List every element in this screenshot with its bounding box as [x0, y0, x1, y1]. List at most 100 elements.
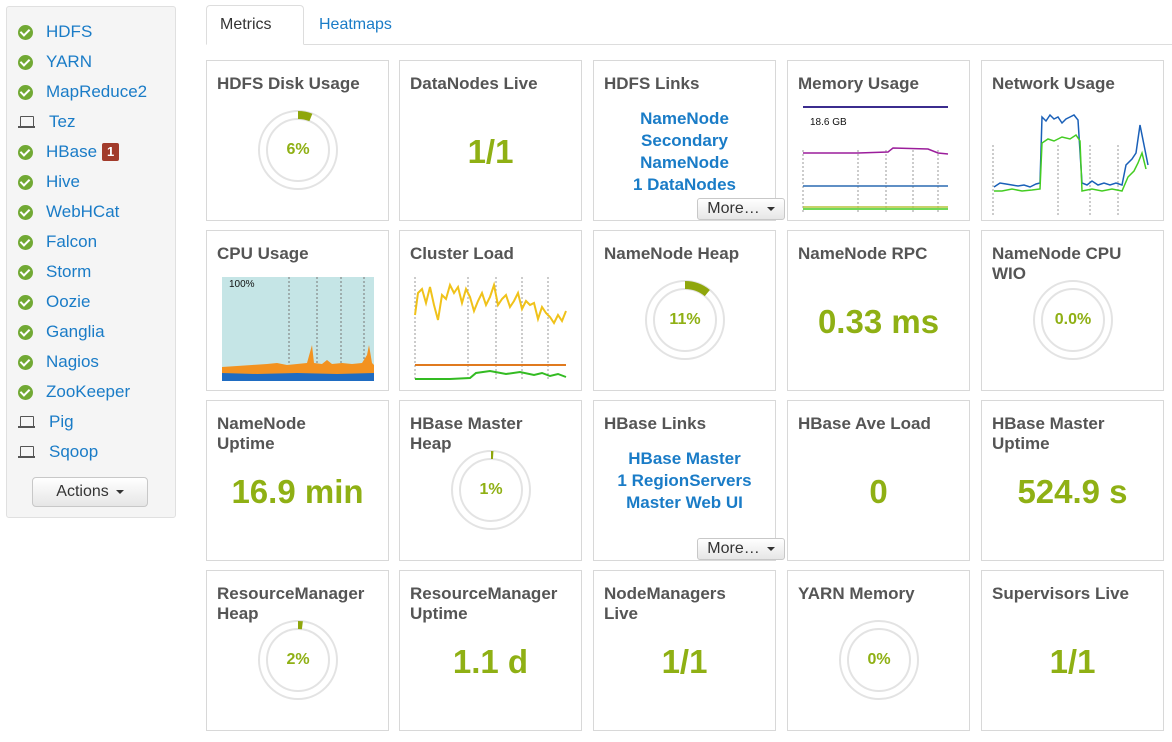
widget-hbase-links: HBase Links HBase Master 1 RegionServers… — [593, 400, 785, 561]
secondary-namenode-link[interactable]: Secondary NameNode — [640, 131, 729, 172]
widget-value: 1/1 — [467, 133, 514, 170]
widget-title: CPU Usage — [217, 244, 309, 263]
service-item-webhcat[interactable]: WebHCat — [7, 197, 175, 227]
check-circle-icon — [18, 354, 33, 370]
resourcemanager-heap-donut — [258, 620, 338, 700]
check-circle-icon — [18, 24, 33, 40]
service-name[interactable]: Tez — [49, 112, 76, 131]
widget-memory-usage[interactable]: Memory Usage 18.6 GB — [787, 60, 970, 221]
check-circle-icon — [18, 84, 33, 100]
widget-resourcemanager-uptime[interactable]: ResourceManager Uptime 1.1 d — [399, 570, 582, 731]
widget-hdfs-links: HDFS Links NameNode Secondary NameNode 1… — [593, 60, 785, 221]
namenode-link[interactable]: NameNode — [640, 109, 729, 128]
widget-resourcemanager-heap[interactable]: ResourceManager Heap 2% — [206, 570, 389, 731]
hbase-links-list: HBase Master 1 RegionServers Master Web … — [594, 448, 775, 514]
service-name[interactable]: Oozie — [46, 292, 91, 311]
service-item-sqoop[interactable]: Sqoop — [7, 437, 175, 467]
widget-title: NameNode CPU WIO — [992, 244, 1122, 283]
caret-down-icon — [766, 207, 775, 211]
widget-title: NameNode RPC — [798, 244, 928, 263]
memory-usage-chart: 18.6 GB — [802, 106, 949, 213]
cluster-load-chart — [414, 277, 567, 381]
service-item-nagios[interactable]: Nagios — [7, 347, 175, 377]
check-circle-icon — [18, 54, 33, 70]
widget-title: NodeManagers Live — [604, 584, 726, 623]
service-item-hdfs[interactable]: HDFS — [7, 17, 175, 47]
hdfs-disk-usage-donut — [258, 110, 338, 190]
widget-hbase-master-uptime[interactable]: HBase Master Uptime 524.9 s — [981, 400, 1164, 561]
service-item-falcon[interactable]: Falcon — [7, 227, 175, 257]
namenode-heap-donut — [645, 280, 725, 360]
more-label: More… — [707, 540, 760, 557]
check-circle-icon — [18, 294, 33, 310]
widget-title: ResourceManager Heap — [217, 584, 365, 623]
service-name[interactable]: Falcon — [46, 232, 98, 251]
usage-arc — [298, 621, 303, 630]
service-name[interactable]: Ganglia — [46, 322, 105, 341]
widget-namenode-heap[interactable]: NameNode Heap 11% — [593, 230, 776, 391]
service-item-ganglia[interactable]: Ganglia — [7, 317, 175, 347]
service-item-tez[interactable]: Tez — [7, 107, 175, 137]
service-item-pig[interactable]: Pig — [7, 407, 175, 437]
widget-supervisors-live[interactable]: Supervisors Live 1/1 — [981, 570, 1164, 731]
service-name[interactable]: MapReduce2 — [46, 82, 148, 101]
service-name[interactable]: Sqoop — [49, 442, 99, 461]
tab-metrics[interactable]: Metrics — [206, 5, 304, 45]
tab-heatmaps[interactable]: Heatmaps — [319, 16, 392, 33]
master-web-ui-link[interactable]: Master Web UI — [626, 493, 743, 512]
service-list: HDFS YARN MapReduce2 Tez HBase 1 Hive Web… — [7, 7, 175, 467]
widget-title: Cluster Load — [410, 244, 514, 263]
yarn-memory-donut — [839, 620, 919, 700]
service-item-yarn[interactable]: YARN — [7, 47, 175, 77]
more-dropdown-button[interactable]: More… — [697, 538, 785, 560]
widget-cluster-load[interactable]: Cluster Load — [399, 230, 582, 391]
cpu-usage-chart: 100% — [222, 277, 374, 381]
service-name[interactable]: Hive — [46, 172, 81, 191]
check-circle-icon — [18, 144, 33, 160]
actions-button[interactable]: Actions — [32, 477, 148, 507]
regionservers-link[interactable]: 1 RegionServers — [617, 471, 752, 490]
widget-value: 0% — [867, 651, 891, 668]
widget-value: 2% — [286, 651, 310, 668]
widget-title: NameNode Heap — [604, 244, 740, 263]
widget-namenode-rpc[interactable]: NameNode RPC 0.33 ms — [787, 230, 970, 391]
widget-network-usage[interactable]: Network Usage — [981, 60, 1164, 221]
widget-datanodes-live[interactable]: DataNodes Live 1/1 — [399, 60, 582, 221]
widget-title: HDFS Disk Usage — [217, 74, 360, 93]
service-name[interactable]: Storm — [46, 262, 92, 281]
service-name[interactable]: YARN — [46, 52, 92, 71]
alert-count-badge[interactable]: 1 — [102, 143, 120, 161]
service-item-storm[interactable]: Storm — [7, 257, 175, 287]
service-name[interactable]: ZooKeeper — [46, 382, 131, 401]
more-dropdown-button[interactable]: More… — [697, 198, 785, 220]
widget-hbase-ave-load[interactable]: HBase Ave Load 0 — [787, 400, 970, 561]
service-item-hbase[interactable]: HBase 1 — [7, 137, 175, 167]
hdfs-links-list: NameNode Secondary NameNode 1 DataNodes — [594, 108, 775, 196]
service-name[interactable]: Nagios — [46, 352, 99, 371]
usage-arc — [491, 451, 494, 460]
hbase-master-link[interactable]: HBase Master — [628, 449, 741, 468]
service-name[interactable]: WebHCat — [46, 202, 120, 221]
widget-hdfs-disk-usage[interactable]: HDFS Disk Usage 6% — [206, 60, 389, 221]
check-circle-icon — [18, 264, 33, 280]
widget-value: 0 — [869, 473, 888, 510]
service-item-mapreduce2[interactable]: MapReduce2 — [7, 77, 175, 107]
widget-value: 11% — [669, 311, 701, 328]
widget-namenode-uptime[interactable]: NameNode Uptime 16.9 min — [206, 400, 389, 561]
service-item-oozie[interactable]: Oozie — [7, 287, 175, 317]
services-sidebar: HDFS YARN MapReduce2 Tez HBase 1 Hive Web… — [6, 6, 176, 518]
widget-yarn-memory[interactable]: YARN Memory 0% — [787, 570, 970, 731]
widget-namenode-cpu-wio[interactable]: NameNode CPU WIO 0.0% — [981, 230, 1164, 391]
widget-cpu-usage[interactable]: CPU Usage 100% — [206, 230, 389, 391]
widget-hbase-master-heap[interactable]: HBase Master Heap 1% — [399, 400, 582, 561]
widget-title: Memory Usage — [798, 74, 919, 93]
service-name[interactable]: HBase — [46, 142, 98, 161]
datanodes-link[interactable]: 1 DataNodes — [633, 175, 736, 194]
service-name[interactable]: Pig — [49, 412, 74, 431]
laptop-icon — [18, 444, 36, 460]
service-name[interactable]: HDFS — [46, 22, 93, 41]
laptop-icon — [18, 414, 36, 430]
service-item-hive[interactable]: Hive — [7, 167, 175, 197]
widget-nodemanagers-live[interactable]: NodeManagers Live 1/1 — [593, 570, 776, 731]
service-item-zookeeper[interactable]: ZooKeeper — [7, 377, 175, 407]
